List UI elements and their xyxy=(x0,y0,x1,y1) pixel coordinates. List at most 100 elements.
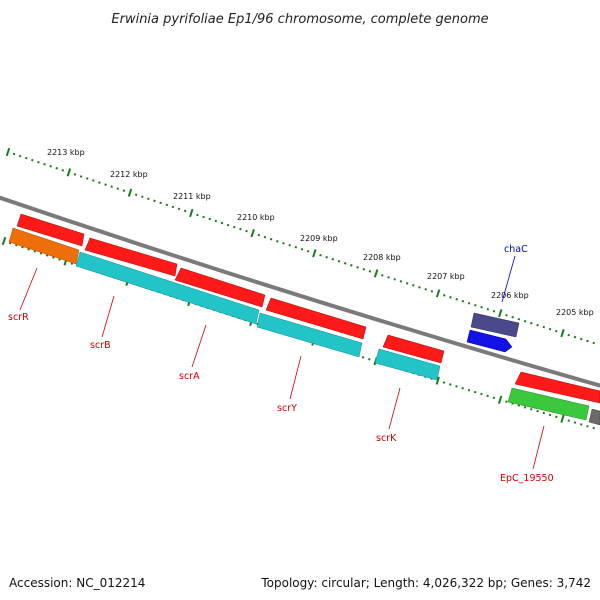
ruler-tick xyxy=(393,278,396,281)
ruler-tick xyxy=(511,315,514,319)
ruler-tick xyxy=(257,233,261,237)
ruler-tick xyxy=(555,415,558,419)
gene-bar-scrR[interactable] xyxy=(8,227,80,265)
ruler-tick xyxy=(430,290,434,293)
gene-label-scrY[interactable]: scrY xyxy=(277,403,297,414)
ruler-tick xyxy=(325,256,328,259)
ruler-tick xyxy=(473,390,477,394)
gene-arrow-fwd-5[interactable] xyxy=(382,334,445,364)
ruler-tick xyxy=(580,423,583,426)
ruler-tick xyxy=(85,177,89,180)
tick-label-2206: 2206 kbp xyxy=(491,291,529,300)
gene-bar-chaC[interactable] xyxy=(466,329,513,353)
ruler-tick xyxy=(12,152,16,156)
ruler-tick xyxy=(306,249,310,253)
ruler-tick xyxy=(573,335,577,339)
ruler-tick xyxy=(214,219,218,223)
ruler-tick xyxy=(343,262,347,265)
ruler-tick xyxy=(586,425,589,428)
ruler-tick xyxy=(536,409,539,413)
ruler-tick xyxy=(147,197,150,201)
ruler-tick xyxy=(5,147,11,157)
gene-label-EpC_19550[interactable]: EpC_19550 xyxy=(500,473,554,484)
forward-strand-features xyxy=(16,213,600,404)
ruler-tick xyxy=(580,337,583,341)
gene-arrow-fwd-1[interactable] xyxy=(16,213,85,247)
tick-label-2213: 2213 kbp xyxy=(47,148,85,157)
ruler-tick xyxy=(387,276,390,279)
ruler-tick xyxy=(300,247,304,251)
ruler-tick xyxy=(542,325,546,329)
ruler-tick xyxy=(183,209,187,213)
ruler-tick xyxy=(159,201,162,205)
ruler-tick xyxy=(263,235,267,239)
ruler-tick xyxy=(530,408,533,411)
ruler-tick xyxy=(486,394,489,398)
ruler-tick xyxy=(523,406,527,409)
ruler-tick xyxy=(517,404,521,407)
ruler-tick xyxy=(282,241,285,245)
ruler-tick xyxy=(442,381,446,384)
ruler-tick xyxy=(312,249,317,258)
ruler-tick xyxy=(250,229,255,238)
ruler-tick xyxy=(435,376,440,385)
ruler-tick xyxy=(497,395,503,404)
ruler-tick xyxy=(443,294,446,297)
gene-arrow-fwd-6[interactable] xyxy=(514,371,600,404)
gene-bar-scrK[interactable] xyxy=(374,348,441,381)
ruler-tick xyxy=(208,217,211,221)
tick-label-2211: 2211 kbp xyxy=(173,192,211,201)
genome-stats-text: Topology: circular; Length: 4,026,322 bp… xyxy=(261,576,591,590)
ruler-tick xyxy=(239,227,242,231)
ruler-tick xyxy=(412,284,415,287)
tick-label-2209: 2209 kbp xyxy=(300,234,338,243)
gene-label-scrK[interactable]: scrK xyxy=(376,433,397,444)
ruler-tick xyxy=(461,300,465,303)
ruler-tick xyxy=(418,286,421,289)
ruler-tick xyxy=(140,195,144,199)
gene-bar-scrY[interactable] xyxy=(256,312,363,358)
ruler-tick xyxy=(122,189,126,192)
gene-bar-chaC-upper[interactable] xyxy=(470,312,520,338)
ruler-tick xyxy=(373,269,379,278)
gene-bar-next[interactable] xyxy=(588,408,600,426)
tick-label-2205: 2205 kbp xyxy=(556,308,594,317)
ruler-tick xyxy=(381,274,384,277)
ruler-tick xyxy=(110,185,113,188)
ruler-tick xyxy=(331,258,335,261)
label-connectors xyxy=(19,255,545,470)
ruler-tick xyxy=(542,411,546,415)
ruler-tick xyxy=(1,236,7,246)
ruler-tick xyxy=(548,327,552,331)
gene-label-scrR[interactable]: scrR xyxy=(8,312,29,323)
ruler-tick xyxy=(288,243,291,247)
ruler-tick xyxy=(134,193,138,196)
ruler-tick xyxy=(43,162,46,166)
ruler-tick xyxy=(573,421,577,424)
ruler-tick xyxy=(480,392,483,396)
gene-bar-scrB[interactable] xyxy=(75,251,260,325)
gene-label-scrA[interactable]: scrA xyxy=(179,371,200,382)
ruler-tick xyxy=(474,304,477,307)
tick-label-2208: 2208 kbp xyxy=(363,253,401,262)
ruler-tick xyxy=(560,414,565,423)
gene-label-chaC[interactable]: chaC xyxy=(504,244,528,255)
ruler-tick xyxy=(492,310,496,313)
ruler-tick xyxy=(356,266,359,269)
ruler-tick xyxy=(171,205,175,209)
ruler-tick xyxy=(226,223,230,227)
gene-arrow-fwd-3[interactable] xyxy=(174,267,266,308)
gene-label-scrB[interactable]: scrB xyxy=(90,340,111,351)
ruler-tick xyxy=(530,321,533,325)
ruler-tick xyxy=(449,296,452,299)
ruler-tick xyxy=(467,388,471,392)
cds-features xyxy=(8,227,600,426)
ruler-tick xyxy=(165,203,169,207)
gene-arrow-fwd-4[interactable] xyxy=(265,297,367,340)
gene-bar-EpC_19550[interactable] xyxy=(507,387,590,421)
ruler-tick xyxy=(24,156,28,160)
gene-arrow-fwd-2[interactable] xyxy=(84,237,178,277)
ruler-tick xyxy=(361,356,365,359)
ruler-tick xyxy=(592,426,595,430)
ruler-tick xyxy=(368,358,371,361)
